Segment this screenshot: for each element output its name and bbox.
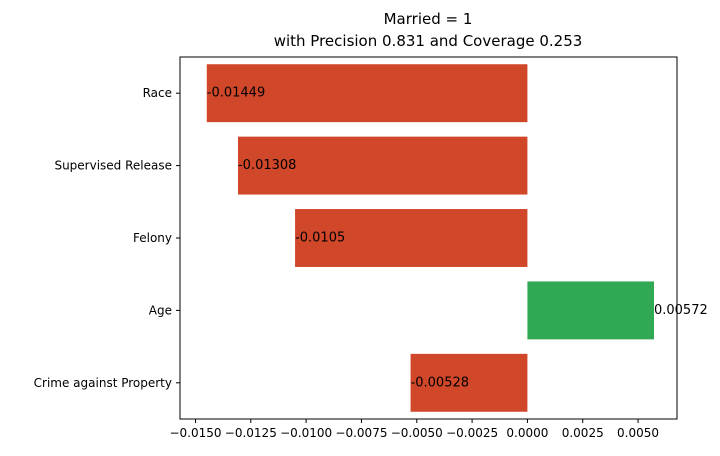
bar-felony <box>295 209 528 267</box>
bar-supervised-release <box>237 136 528 195</box>
data-label: -0.00528 <box>411 375 469 390</box>
x-axis: −0.0150 −0.0125 −0.0100 −0.0075 −0.0050 −0.00… <box>169 419 659 440</box>
y-tick-label: Felony <box>133 231 172 245</box>
data-label: 0.00572 <box>654 303 708 318</box>
y-tick-label: Supervised Release <box>54 159 172 173</box>
y-tick-label: Crime against Property <box>34 376 172 390</box>
plot-frame <box>179 56 678 420</box>
x-tick-label: −0.0050 <box>391 426 443 440</box>
data-label: -0.01449 <box>207 86 265 101</box>
x-tick-label: −0.0075 <box>335 426 387 440</box>
bar-crime-against-property <box>410 353 528 412</box>
x-tick-label: 0.0000 <box>506 426 548 440</box>
bar-race <box>206 64 528 123</box>
y-tick-labels: Race Supervised Release Felony Age Crime aga… <box>34 86 180 390</box>
bars-group: -0.01449 -0.01308 -0.0105 0.00572 -0.00528 <box>206 64 708 412</box>
x-tick-label: 0.0025 <box>562 426 604 440</box>
y-tick-label: Race <box>143 86 172 100</box>
data-label: -0.01308 <box>238 158 296 173</box>
x-tick-label: −0.0150 <box>169 426 221 440</box>
chart-title-line-2: with Precision 0.831 and Coverage 0.253 <box>274 32 583 50</box>
x-tick-label: −0.0025 <box>446 426 498 440</box>
x-tick-label: 0.0050 <box>617 426 659 440</box>
x-tick-label: −0.0100 <box>280 426 332 440</box>
y-tick-label: Age <box>149 303 172 317</box>
chart-title-line-1: Married = 1 <box>384 10 473 28</box>
data-label: -0.0105 <box>295 231 345 246</box>
bar-age <box>527 281 654 340</box>
x-tick-label: −0.0125 <box>225 426 277 440</box>
